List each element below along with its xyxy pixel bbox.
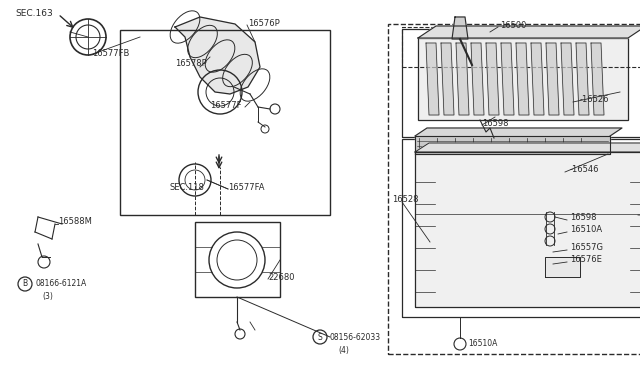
- Text: 16500: 16500: [500, 22, 526, 31]
- Polygon shape: [418, 26, 640, 38]
- Polygon shape: [456, 43, 469, 115]
- Text: S: S: [317, 333, 323, 341]
- Text: B: B: [22, 279, 28, 289]
- Text: 16576E: 16576E: [570, 256, 602, 264]
- Polygon shape: [452, 17, 468, 39]
- Text: 08156-62033: 08156-62033: [330, 333, 381, 341]
- Bar: [195, 222, 280, 297]
- Text: 16557G: 16557G: [570, 244, 603, 253]
- Bar: [388, 24, 640, 354]
- Polygon shape: [418, 38, 628, 120]
- Polygon shape: [426, 43, 439, 115]
- Polygon shape: [415, 136, 610, 154]
- Polygon shape: [545, 257, 580, 277]
- Text: 08166-6121A: 08166-6121A: [35, 279, 86, 289]
- Text: 16598: 16598: [482, 119, 509, 128]
- Polygon shape: [591, 43, 604, 115]
- Text: -16546: -16546: [570, 166, 600, 174]
- Polygon shape: [415, 152, 640, 307]
- Text: 16510A: 16510A: [468, 340, 497, 349]
- Bar: [402, 29, 640, 137]
- Polygon shape: [576, 43, 589, 115]
- Polygon shape: [471, 43, 484, 115]
- Polygon shape: [546, 43, 559, 115]
- Text: SEC.163: SEC.163: [15, 10, 52, 19]
- Text: 16578P: 16578P: [175, 60, 207, 68]
- Polygon shape: [561, 43, 574, 115]
- Text: 16577FB: 16577FB: [92, 49, 129, 58]
- Polygon shape: [441, 43, 454, 115]
- Polygon shape: [415, 128, 622, 136]
- Text: 16576P: 16576P: [248, 19, 280, 29]
- Text: 16598: 16598: [570, 214, 596, 222]
- Polygon shape: [175, 17, 260, 94]
- Bar: [415, 152, 640, 307]
- Polygon shape: [486, 43, 499, 115]
- Bar: [120, 30, 330, 215]
- Polygon shape: [415, 143, 640, 152]
- Text: 22680: 22680: [268, 273, 294, 282]
- Text: (3): (3): [42, 292, 53, 301]
- Text: -16526: -16526: [580, 96, 609, 105]
- Text: 16528: 16528: [392, 196, 419, 205]
- Polygon shape: [501, 43, 514, 115]
- Text: 16588M: 16588M: [58, 218, 92, 227]
- Bar: [418, 38, 628, 120]
- Bar: [402, 27, 640, 67]
- Polygon shape: [531, 43, 544, 115]
- Polygon shape: [516, 43, 529, 115]
- Bar: [402, 139, 640, 317]
- Text: 16577F: 16577F: [210, 102, 241, 110]
- Text: SEC.118: SEC.118: [170, 183, 205, 192]
- Text: 16577FA: 16577FA: [228, 183, 264, 192]
- Text: 16510A: 16510A: [570, 225, 602, 234]
- Text: (4): (4): [338, 346, 349, 355]
